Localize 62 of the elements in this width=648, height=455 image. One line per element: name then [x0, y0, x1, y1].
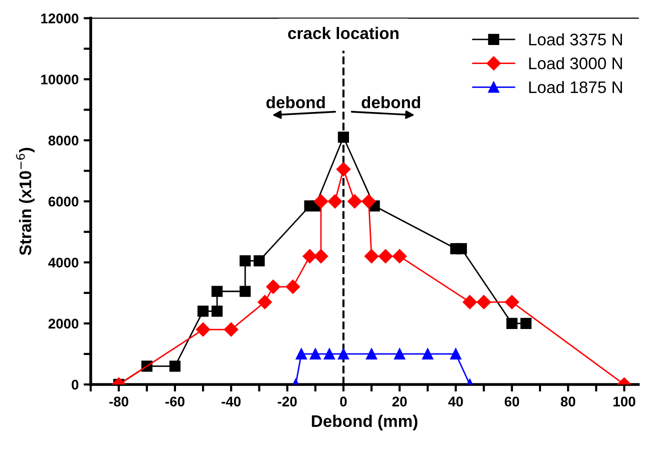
x-axis-title: Debond (mm): [312, 414, 418, 430]
point: [456, 243, 467, 254]
y-tick-label: 4000: [48, 258, 78, 268]
point: [197, 306, 209, 317]
legend-label: Load 3000 N: [529, 57, 622, 70]
point: [286, 280, 300, 294]
point: [338, 348, 349, 360]
point: [212, 306, 223, 317]
annotation: debond: [362, 96, 420, 108]
point: [422, 348, 434, 360]
point: [394, 348, 406, 360]
point: [258, 294, 272, 310]
point: [302, 249, 317, 264]
y-tick-label: 8000: [48, 136, 78, 146]
point: [212, 286, 223, 297]
ref-line-label: crack location: [288, 26, 398, 40]
y-tick-label: 12000: [41, 14, 78, 24]
x-tick-label: 100: [614, 396, 636, 406]
y-tick-label: 2000: [48, 318, 78, 329]
point: [314, 249, 328, 264]
point: [462, 294, 477, 310]
point: [324, 348, 335, 360]
point: [240, 255, 251, 266]
point: [328, 194, 342, 208]
legend-label: Load 1875 N: [529, 80, 622, 94]
point: [450, 348, 462, 360]
point: [336, 162, 351, 176]
point: [196, 322, 210, 337]
legend-label: Load 3375 N: [529, 33, 622, 46]
x-tick-label: -40: [222, 396, 241, 406]
point: [362, 194, 376, 208]
point: [476, 294, 491, 310]
x-tick-label: 0: [340, 396, 347, 406]
point: [504, 294, 519, 310]
y-axis-title: Strain (x10$^{−6}$): [16, 148, 35, 256]
x-tick-label: 80: [560, 396, 576, 406]
point: [240, 286, 251, 297]
x-tick-label: -20: [278, 396, 297, 406]
point: [310, 348, 321, 360]
point: [254, 255, 265, 266]
x-tick-label: 20: [392, 396, 407, 406]
point: [364, 249, 379, 264]
point: [266, 280, 280, 294]
y-tick-label: 10000: [41, 74, 78, 84]
annotation: debond: [266, 96, 325, 108]
x-tick-label: -60: [165, 396, 184, 406]
x-tick-label: 40: [448, 396, 463, 406]
point: [224, 322, 238, 337]
point: [338, 132, 349, 143]
y-tick-label: 0: [72, 380, 78, 390]
point: [392, 249, 407, 264]
point: [314, 194, 328, 208]
point: [506, 318, 518, 329]
point: [366, 348, 378, 360]
point: [169, 360, 181, 372]
point: [520, 318, 532, 329]
point: [348, 194, 362, 208]
point: [296, 348, 307, 360]
x-tick-label: 60: [504, 396, 520, 406]
y-tick-label: 6000: [48, 196, 78, 207]
point: [378, 249, 393, 264]
x-tick-label: -80: [109, 396, 128, 406]
